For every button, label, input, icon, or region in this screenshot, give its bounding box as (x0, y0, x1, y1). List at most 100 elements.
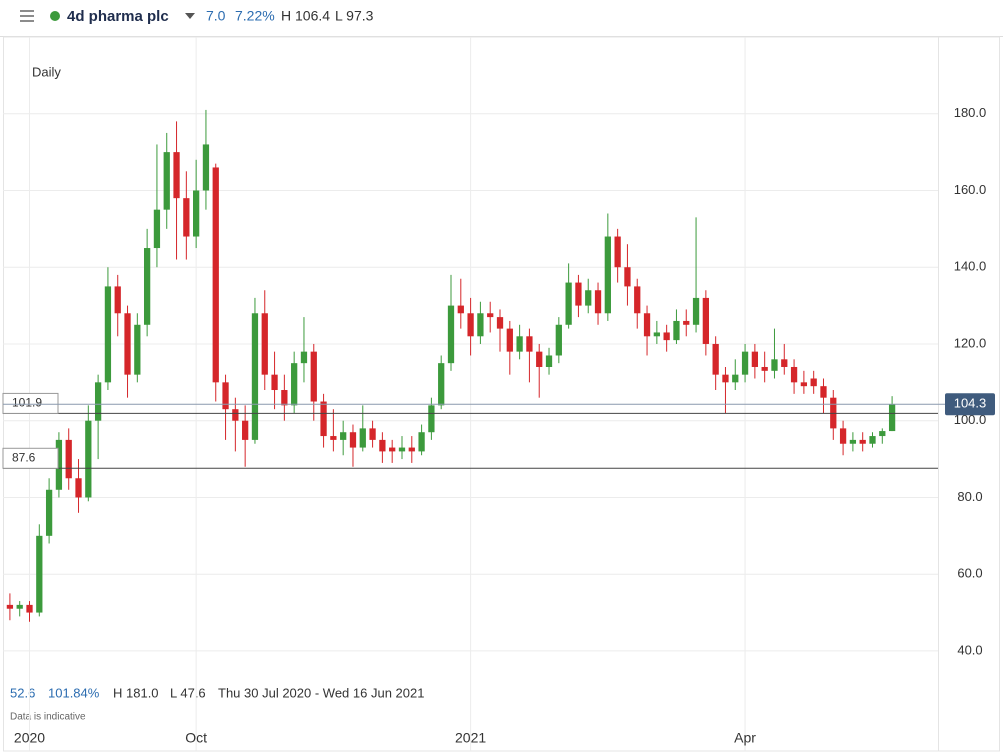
candle-body (16, 604, 23, 609)
candle-body (545, 355, 553, 367)
candle-body (173, 152, 180, 199)
candle-body (251, 313, 259, 440)
y-tick-label: 100.0 (954, 412, 987, 427)
candle-body (65, 439, 72, 479)
y-tick-label: 160.0 (954, 182, 987, 197)
candle-body (124, 313, 131, 375)
candle-body (153, 209, 161, 249)
candle-body (320, 401, 327, 437)
candle-body (438, 363, 445, 406)
candle-body (300, 351, 308, 364)
candle-body (94, 382, 102, 421)
candle-body (565, 282, 572, 325)
change-pct: 7.22% (235, 8, 275, 24)
candle-body (732, 374, 739, 383)
candle-body (820, 386, 827, 398)
candle-body (143, 248, 151, 325)
candle-body (408, 447, 415, 452)
candle-body (771, 359, 778, 371)
range-change-pct: 101.84% (48, 685, 100, 700)
range-high: H 181.0 (113, 685, 159, 700)
candle-body (281, 390, 288, 406)
candle-body (202, 144, 210, 191)
candle-body (536, 351, 543, 367)
candle-body (653, 332, 660, 337)
candle-body (496, 317, 504, 329)
candle-body (271, 374, 278, 391)
day-high: H 106.4 (281, 8, 330, 24)
candle-body (643, 313, 651, 337)
candle-body (751, 351, 759, 367)
candle-body (506, 328, 513, 352)
candle-body (369, 428, 376, 440)
candle-body (781, 359, 788, 367)
candle-body (261, 313, 268, 375)
candle-body (134, 324, 141, 375)
candle-body (516, 336, 523, 352)
day-low: L 97.3 (335, 8, 374, 24)
dropdown-arrow[interactable] (185, 13, 195, 19)
candle-body (790, 366, 798, 383)
range-period: Thu 30 Jul 2020 - Wed 16 Jun 2021 (218, 685, 424, 700)
candle-body (75, 478, 82, 498)
interval-label: Daily (32, 64, 61, 79)
candle-body (447, 305, 455, 364)
y-tick-label: 60.0 (957, 566, 982, 581)
candle-body (45, 489, 53, 536)
candle-body (634, 286, 641, 314)
candle-body (55, 439, 63, 490)
candle-body (379, 439, 386, 452)
instrument-title[interactable]: 4d pharma plc (67, 8, 169, 25)
candle-body (359, 428, 366, 448)
candle-body (114, 286, 121, 314)
candle-body (604, 236, 611, 314)
candle-body (330, 436, 337, 440)
toolbar (0, 0, 1003, 36)
change: 7.0 (206, 8, 226, 24)
candle-body (869, 436, 876, 444)
y-tick-label: 120.0 (954, 335, 987, 350)
last-price-badge (945, 393, 995, 416)
candle-body (624, 267, 631, 287)
candle-body (163, 152, 170, 210)
candle-body (692, 297, 700, 325)
y-tick-label: 140.0 (954, 259, 987, 274)
candle-body (673, 320, 680, 341)
candle-body (457, 305, 464, 314)
candle-body (349, 432, 357, 448)
candle-body (879, 431, 886, 437)
candle-body (526, 336, 533, 352)
candle-body (193, 190, 200, 237)
candle-body (340, 432, 347, 440)
candle-body (242, 420, 249, 440)
candle-body (849, 439, 857, 444)
candle-body (85, 420, 92, 498)
status-dot (50, 11, 60, 21)
candle-body (467, 313, 474, 337)
candle-body (683, 320, 690, 325)
candle-body (575, 282, 582, 306)
candle-body (222, 382, 229, 410)
candle-body (761, 366, 768, 371)
x-tick-label: 2021 (455, 730, 486, 746)
note: Data is indicative (10, 712, 86, 723)
candle-body (104, 286, 112, 383)
x-tick-label: Apr (734, 730, 756, 746)
candle-body (663, 332, 670, 341)
level-label: 87.6 (12, 450, 36, 464)
candle-body (183, 198, 190, 237)
candle-body (712, 343, 719, 375)
candle-body (702, 297, 709, 344)
y-tick-label: 180.0 (954, 105, 987, 120)
candle-body (594, 290, 602, 314)
range-change: 52.6 (10, 685, 35, 700)
candle-body (585, 290, 592, 306)
menu-icon[interactable] (20, 10, 34, 22)
candle-body (26, 604, 33, 613)
y-tick-label: 40.0 (957, 642, 982, 657)
candle-body (888, 404, 896, 432)
candle-body (839, 428, 847, 444)
candle-body (418, 432, 425, 452)
